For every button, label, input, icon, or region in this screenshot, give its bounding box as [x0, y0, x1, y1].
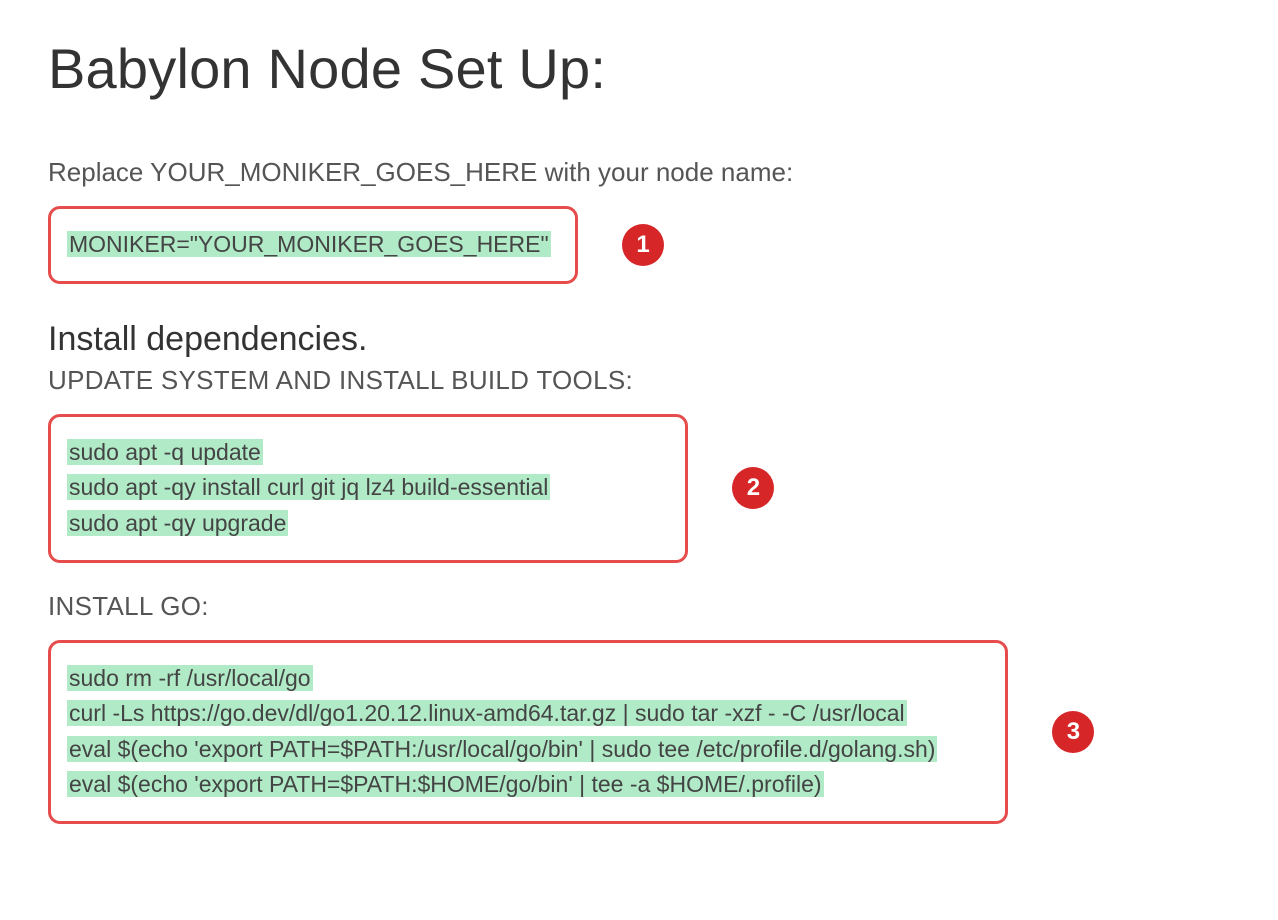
- code-highlight: MONIKER="YOUR_MONIKER_GOES_HERE": [67, 231, 551, 257]
- step-badge-3: 3: [1052, 711, 1094, 753]
- code-box-3: sudo rm -rf /usr/local/go curl -Ls https…: [48, 640, 1008, 825]
- code-line: eval $(echo 'export PATH=$PATH:/usr/loca…: [67, 732, 981, 768]
- code-highlight: sudo apt -qy upgrade: [67, 510, 288, 536]
- step-badge-2: 2: [732, 467, 774, 509]
- code-line: MONIKER="YOUR_MONIKER_GOES_HERE": [67, 227, 551, 263]
- code-line: sudo apt -qy upgrade: [67, 506, 661, 542]
- step-1-row: MONIKER="YOUR_MONIKER_GOES_HERE" 1: [48, 206, 1230, 284]
- code-highlight: sudo rm -rf /usr/local/go: [67, 665, 313, 691]
- code-line: sudo apt -q update: [67, 435, 661, 471]
- subheading-update-system: UPDATE SYSTEM AND INSTALL BUILD TOOLS:: [48, 365, 1230, 396]
- code-highlight: curl -Ls https://go.dev/dl/go1.20.12.lin…: [67, 700, 907, 726]
- code-line: curl -Ls https://go.dev/dl/go1.20.12.lin…: [67, 696, 981, 732]
- intro-text: Replace YOUR_MONIKER_GOES_HERE with your…: [48, 157, 1230, 188]
- code-highlight: eval $(echo 'export PATH=$PATH:/usr/loca…: [67, 736, 937, 762]
- step-2-row: sudo apt -q update sudo apt -qy install …: [48, 414, 1230, 563]
- code-highlight: sudo apt -qy install curl git jq lz4 bui…: [67, 474, 550, 500]
- section-heading-dependencies: Install dependencies.: [48, 320, 1230, 359]
- code-highlight: eval $(echo 'export PATH=$PATH:$HOME/go/…: [67, 771, 824, 797]
- code-box-1: MONIKER="YOUR_MONIKER_GOES_HERE": [48, 206, 578, 284]
- code-line: sudo apt -qy install curl git jq lz4 bui…: [67, 470, 661, 506]
- code-line: sudo rm -rf /usr/local/go: [67, 661, 981, 697]
- code-box-2: sudo apt -q update sudo apt -qy install …: [48, 414, 688, 563]
- step-badge-1: 1: [622, 224, 664, 266]
- step-3-row: sudo rm -rf /usr/local/go curl -Ls https…: [48, 640, 1230, 825]
- page-title: Babylon Node Set Up:: [48, 36, 1230, 101]
- code-line: eval $(echo 'export PATH=$PATH:$HOME/go/…: [67, 767, 981, 803]
- code-highlight: sudo apt -q update: [67, 439, 263, 465]
- subheading-install-go: INSTALL GO:: [48, 591, 1230, 622]
